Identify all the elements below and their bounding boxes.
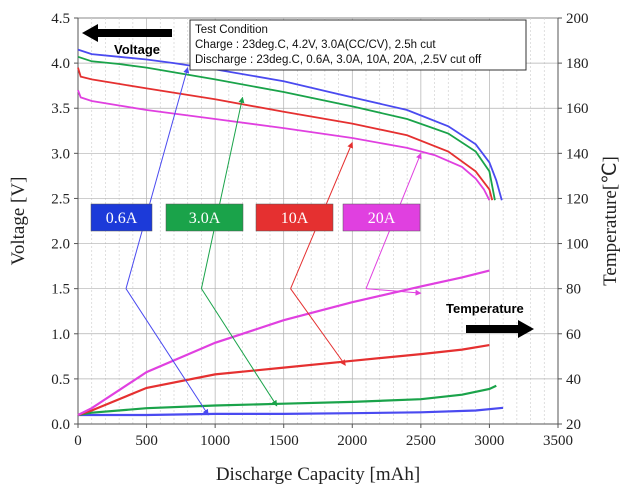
y-left-tick-label: 0.5 bbox=[51, 372, 70, 388]
badge-label-0.6A: 0.6A bbox=[106, 210, 138, 227]
y-left-tick-label: 4.5 bbox=[51, 11, 70, 27]
annotation-arrow-10A-temperature bbox=[290, 288, 346, 366]
y-right-axis-title: Temperature[℃] bbox=[600, 156, 621, 286]
badge-label-3.0A: 3.0A bbox=[189, 210, 221, 227]
axes bbox=[74, 17, 562, 428]
voltage-line-3.0A bbox=[77, 55, 496, 201]
x-tick-label: 1500 bbox=[269, 433, 299, 449]
right-arrow-icon bbox=[466, 320, 534, 338]
y-left-tick-label: 3.0 bbox=[51, 146, 70, 162]
annotation-arrow-20A-temperature bbox=[365, 288, 422, 296]
tick-labels: 0 500 1000 1500 2000 2500 3000 3500 0.0 0.5 1.0 1.5… bbox=[51, 11, 588, 449]
y-right-tick-label: 140 bbox=[566, 146, 589, 162]
y-left-tick-label: 1.5 bbox=[51, 282, 70, 298]
y-right-tick-label: 100 bbox=[566, 237, 589, 253]
x-tick-label: 2500 bbox=[406, 433, 436, 449]
y-left-axis-title: Voltage [V] bbox=[8, 177, 29, 266]
y-left-tick-label: 2.0 bbox=[51, 237, 70, 253]
discharge-condition: Discharge : 23deg.C, 0.6A, 3.0A, 10A, 20… bbox=[195, 54, 482, 66]
annotation-arrow-0.6A-voltage bbox=[125, 67, 190, 289]
test-condition-title: Test Condition bbox=[195, 24, 268, 36]
y-right-tick-label: 40 bbox=[566, 372, 581, 388]
left-arrow-icon bbox=[82, 24, 172, 42]
temperature-line-0.6A bbox=[78, 406, 504, 417]
rate-badges: 0.6A 3.0A 10A 20A bbox=[90, 203, 421, 232]
annotation-arrow-3.0A-voltage bbox=[200, 96, 245, 289]
y-left-tick-label: 3.5 bbox=[51, 101, 70, 117]
test-condition-box: Test Condition Charge : 23deg.C, 4.2V, 3… bbox=[189, 19, 527, 71]
badge-20A bbox=[342, 203, 421, 232]
x-tick-label: 3500 bbox=[543, 433, 573, 449]
x-tick-label: 3000 bbox=[474, 433, 504, 449]
grid bbox=[78, 18, 558, 424]
temperature-line-20A bbox=[77, 269, 490, 416]
y-right-tick-label: 160 bbox=[566, 101, 589, 117]
voltage-label: Voltage bbox=[114, 42, 160, 57]
series-lines bbox=[77, 48, 504, 417]
temperature-line-10A bbox=[77, 344, 490, 417]
annotation-arrows bbox=[125, 67, 422, 416]
x-axis-title: Discharge Capacity [mAh] bbox=[216, 464, 420, 485]
y-left-tick-label: 1.0 bbox=[51, 327, 70, 343]
voltage-indicator: Voltage bbox=[82, 24, 172, 57]
y-left-tick-label: 0.0 bbox=[51, 417, 70, 433]
temperature-line-3.0A bbox=[77, 384, 497, 417]
annotation-arrow-0.6A-temperature bbox=[125, 288, 209, 416]
y-left-tick-label: 4.0 bbox=[51, 56, 70, 72]
voltage-line-0.6A bbox=[77, 48, 503, 201]
x-tick-label: 0 bbox=[74, 433, 82, 449]
x-tick-label: 500 bbox=[135, 433, 158, 449]
badge-label-10A: 10A bbox=[281, 210, 309, 227]
charge-condition: Charge : 23deg.C, 4.2V, 3.0A(CC/CV), 2.5… bbox=[195, 39, 436, 51]
annotation-arrow-3.0A-temperature bbox=[201, 288, 278, 407]
badge-0.6A bbox=[90, 203, 153, 232]
y-right-tick-label: 20 bbox=[566, 417, 581, 433]
y-right-tick-label: 180 bbox=[566, 56, 589, 72]
y-right-tick-label: 60 bbox=[566, 327, 581, 343]
y-right-tick-label: 80 bbox=[566, 282, 581, 298]
y-left-tick-label: 2.5 bbox=[51, 191, 70, 207]
badge-3.0A bbox=[165, 203, 244, 232]
voltage-line-10A bbox=[77, 67, 494, 201]
x-tick-label: 2000 bbox=[337, 433, 367, 449]
temperature-indicator: Temperature bbox=[446, 301, 534, 338]
y-right-tick-label: 200 bbox=[566, 11, 589, 27]
voltage-line-20A bbox=[77, 89, 491, 201]
x-tick-label: 1000 bbox=[200, 433, 230, 449]
badge-label-20A: 20A bbox=[368, 210, 396, 227]
badge-10A bbox=[255, 203, 334, 232]
y-right-tick-label: 120 bbox=[566, 191, 589, 207]
temperature-label: Temperature bbox=[446, 301, 524, 316]
